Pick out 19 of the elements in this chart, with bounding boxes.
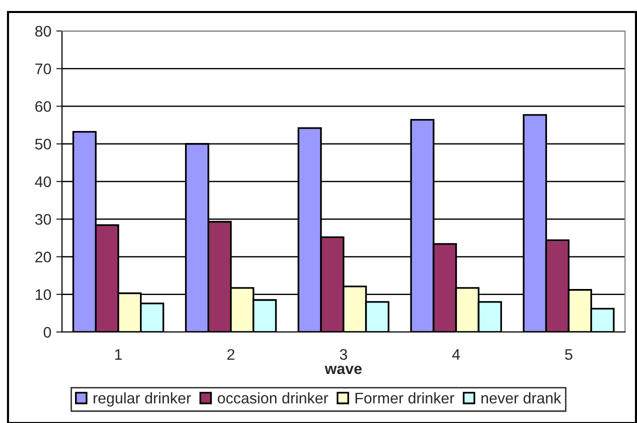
y-tick-label: 10 — [36, 289, 51, 300]
legend-label: Former drinker — [356, 392, 454, 404]
x-tick-label: 5 — [565, 349, 572, 360]
y-tick-label: 50 — [35, 138, 51, 150]
y-tick-label: 80 — [35, 26, 51, 37]
legend-label: never drank — [481, 392, 562, 404]
y-tick-label: 20 — [35, 252, 51, 262]
legend-label: regular drinker — [94, 392, 191, 407]
x-tick-label: 2 — [227, 349, 234, 360]
x-tick-label: 3 — [340, 349, 348, 360]
x-tick-label: 4 — [452, 349, 460, 360]
y-tick-label: 0 — [44, 326, 51, 338]
y-tick-label: 40 — [34, 176, 51, 188]
y-tick-label: 60 — [35, 101, 51, 112]
y-tick-label: 70 — [35, 63, 51, 74]
x-axis-title: wave — [324, 366, 362, 374]
x-tick-label: 1 — [115, 349, 122, 360]
legend-label: occasion drinker — [218, 392, 328, 404]
y-tick-label: 30 — [35, 214, 51, 225]
